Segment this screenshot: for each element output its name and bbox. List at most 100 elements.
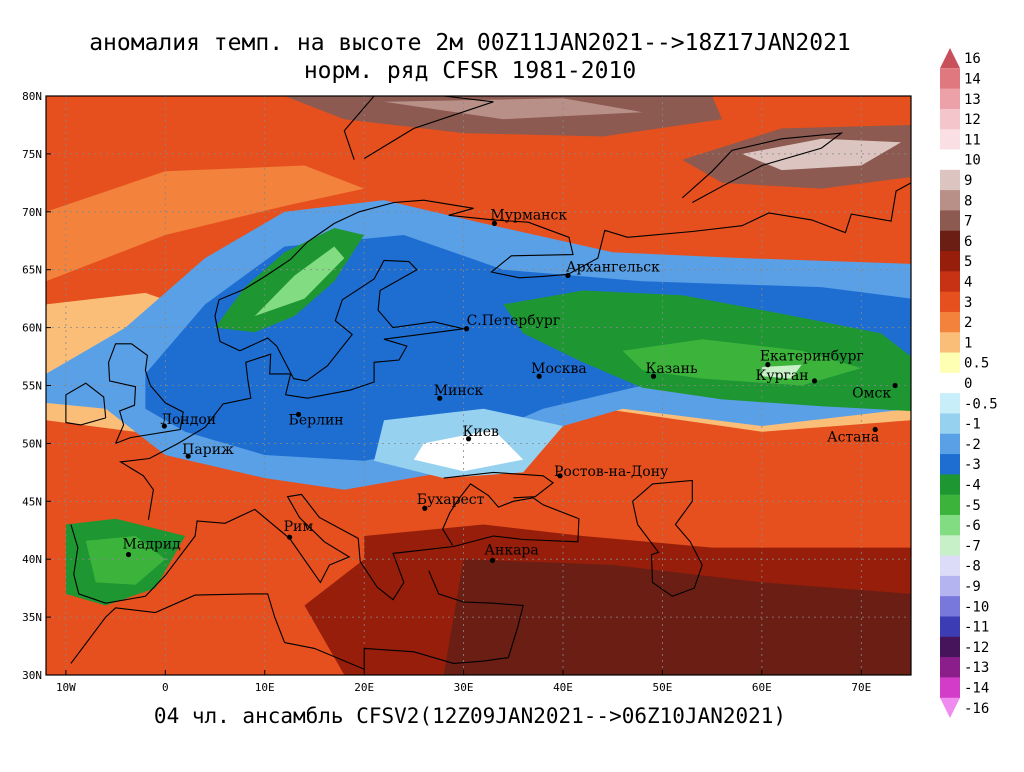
legend-swatch (940, 311, 960, 333)
coastline-segment (70, 483, 580, 604)
legend-swatch (940, 108, 960, 130)
legend-swatch (940, 474, 960, 496)
legend-swatch (940, 677, 960, 699)
legend-swatch (940, 88, 960, 110)
lon-tick-label: 10E (255, 681, 275, 694)
legend-swatch (940, 372, 960, 394)
legend-label: -12 (964, 640, 989, 656)
city-dot (465, 436, 472, 442)
legend-svg: 16 14 13 12 11 10 9 8 7 6 5 4 3 2 1 0.5 0 -0.5 -1 -2 -3 -4 -5 -… (940, 48, 998, 718)
legend-label: -3 (964, 457, 981, 473)
legend-label: 5 (964, 254, 972, 270)
city-label: Минск (434, 383, 484, 399)
city-dot (491, 220, 498, 226)
coastline-segment (681, 132, 844, 203)
city-dot (892, 382, 898, 389)
lat-tick-label: 40N (22, 553, 42, 566)
lon-tick-label: 60E (752, 681, 772, 694)
city-dot (437, 395, 443, 401)
city-dot (489, 557, 496, 563)
legend-label: 4 (964, 274, 972, 290)
legend-swatch (940, 575, 960, 597)
city-label: Екатеринбург (760, 349, 864, 365)
city-dot (286, 534, 293, 540)
lat-tick-label: 55N (22, 380, 42, 393)
city-markers: Мурманск Архангельск С.Петербург Москва Каза… (123, 207, 898, 563)
city-label: Омск (852, 386, 891, 402)
city-dot (463, 326, 470, 332)
legend-label: 12 (964, 112, 981, 128)
ukraine-neutral (413, 429, 524, 472)
russia-cold-core (622, 339, 862, 386)
city-dot (650, 373, 657, 379)
legend-swatch (940, 697, 960, 718)
lat-tick-label: 80N (22, 90, 42, 103)
kurgan-cold-core (761, 364, 802, 379)
city-label: Курган (756, 368, 809, 384)
lon-tick-label: 30E (454, 681, 474, 694)
legend-swatch (940, 271, 960, 293)
lat-tick-label: 60N (22, 322, 42, 335)
legend-swatch (940, 129, 960, 150)
legend-swatch (940, 210, 960, 232)
legend-label: -0.5 (964, 396, 998, 412)
legend-label: 7 (964, 214, 972, 230)
legend-label: -6 (964, 518, 981, 534)
legend-label: -10 (964, 599, 989, 615)
city-dot (185, 453, 191, 459)
coastlines (65, 95, 912, 671)
legend-swatch (940, 48, 960, 69)
legend-swatch (940, 413, 960, 435)
legend-swatch (940, 555, 960, 577)
city-dot (125, 551, 132, 558)
map-title: аномалия темп. на высоте 2м 00Z11JAN2021… (89, 30, 851, 56)
city-label: Рим (284, 519, 314, 535)
legend-label: -4 (964, 478, 981, 494)
lat-tick-label: 75N (22, 148, 42, 161)
legend-label: 16 (964, 51, 981, 67)
city-label: Казань (645, 361, 697, 377)
legend-swatch (940, 230, 960, 252)
city-dot (536, 373, 542, 379)
lon-tick-label: 50E (652, 681, 672, 694)
city-dot (161, 423, 167, 429)
color-legend: 16 14 13 12 11 10 9 8 7 6 5 4 3 2 1 0.5 0 -0.5 -1 -2 -3 -4 -5 -… (920, 0, 1024, 768)
city-label: Мурманск (490, 207, 567, 223)
axis-labels: 80N 75N 70N 65N 60N 55N 50N 45N 40N 35N 30N 10W 0 10E… (22, 90, 871, 694)
coastline-segment (118, 182, 912, 520)
cold-core (145, 235, 911, 461)
legend-swatch (940, 616, 960, 638)
legend-label: -9 (964, 579, 981, 595)
svalbard-warm-core (384, 98, 643, 120)
iberia-cold-core (85, 536, 166, 585)
legend-label: 9 (964, 173, 972, 189)
city-dot (872, 426, 878, 433)
lon-tick-label: 10W (56, 681, 76, 694)
graticule (46, 95, 911, 676)
legend-swatch (940, 494, 960, 516)
city-label: Берлин (289, 412, 344, 428)
city-dot (295, 411, 302, 418)
legend-swatch (940, 251, 960, 272)
city-label: Бухарест (417, 492, 485, 508)
legend-swatch (940, 433, 960, 455)
lat-tick-label: 65N (22, 264, 42, 277)
city-dot (565, 272, 571, 279)
legend-swatch (940, 149, 960, 171)
coastline-segment (443, 471, 555, 499)
legend-label: -1 (964, 417, 981, 433)
lon-tick-label: 40E (553, 681, 573, 694)
ensemble-footer: 04 чл. ансамбль CFSV2(12Z09JAN2021-->06Z… (153, 704, 787, 728)
city-label: С.Петербург (467, 313, 561, 329)
city-label: Лондон (160, 412, 216, 428)
coastline-segment (632, 479, 703, 597)
city-label: Астана (827, 430, 879, 446)
legend-swatch (940, 190, 960, 211)
legend-swatch (940, 393, 960, 414)
scandinavia-cold-core (254, 246, 345, 316)
legend-label: 14 (964, 71, 981, 87)
legend-label: 13 (964, 92, 981, 108)
city-label: Мадрид (123, 537, 182, 553)
city-label: Архангельск (566, 259, 660, 275)
lat-tick-label: 50N (22, 437, 42, 450)
